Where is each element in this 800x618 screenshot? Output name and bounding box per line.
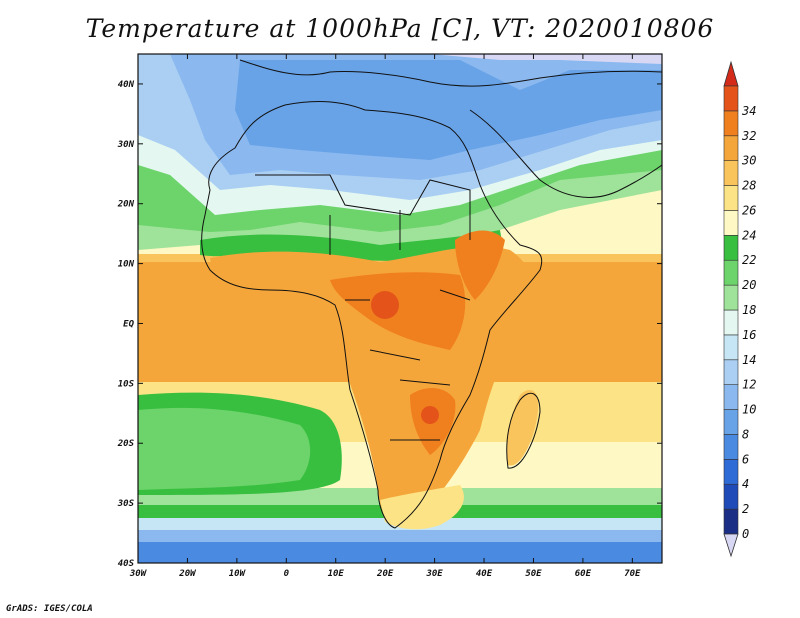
lon-tick-label: 10W xyxy=(229,569,247,579)
colorbar-swatch xyxy=(723,110,739,137)
colorbar-swatch xyxy=(723,85,739,112)
colorbar-label: 32 xyxy=(741,129,756,143)
lat-tick-label: EQ xyxy=(123,319,134,329)
colorbar-swatch xyxy=(723,135,739,161)
colorbar-swatch xyxy=(723,384,739,410)
colorbar-swatch xyxy=(723,185,739,211)
colorbar-label: 22 xyxy=(742,253,756,267)
colorbar-swatch xyxy=(723,334,739,361)
colorbar-label: 26 xyxy=(742,203,756,217)
lon-tick-label: 0 xyxy=(284,569,290,579)
map-frame xyxy=(137,53,663,564)
lon-tick-label: 30E xyxy=(425,569,443,579)
south-atlantic-cool-core xyxy=(138,407,311,490)
colorbar-min-arrow xyxy=(723,533,739,558)
lat-tick-label: 20N xyxy=(117,200,135,210)
colorbar-label: 14 xyxy=(742,353,756,367)
colorbar-swatch xyxy=(723,259,739,286)
hot-spot-zambezi xyxy=(421,406,439,424)
lon-tick-label: 20W xyxy=(178,569,197,579)
lat-tick-label: 20S xyxy=(117,439,135,449)
lat-tick-label: 30N xyxy=(117,140,135,150)
arabia-coastline xyxy=(469,109,662,198)
colorbar-label: 18 xyxy=(742,303,756,317)
colorbar-swatch xyxy=(723,210,739,236)
colorbar-label: 4 xyxy=(742,477,749,491)
colorbar-swatch xyxy=(723,434,739,460)
mediterranean-north-coast xyxy=(239,59,662,87)
lat-tick-label: 10S xyxy=(118,379,135,389)
europe-cold-zone xyxy=(430,54,662,64)
map-title: Temperature at 1000hPa [C], VT: 20200108… xyxy=(85,14,715,43)
lon-tick-label: 10E xyxy=(328,569,345,579)
lat-tick-label: 10N xyxy=(118,260,135,270)
lon-tick-label: 50E xyxy=(525,569,542,579)
madagascar-coastline xyxy=(506,392,541,469)
hot-spot-congo xyxy=(371,291,399,319)
colorbar-label: 10 xyxy=(742,403,756,417)
colorbar-swatch xyxy=(723,459,739,485)
colorbar-swatch xyxy=(723,483,739,510)
colorbar-label: 8 xyxy=(742,427,749,441)
colorbar-swatch xyxy=(723,359,739,385)
lat-tick-label: 40N xyxy=(118,80,135,90)
map-plot-area xyxy=(138,54,662,563)
lon-tick-label: 70E xyxy=(624,569,641,579)
colorbar-label: 16 xyxy=(742,328,756,342)
south-lightblue-band xyxy=(138,530,662,544)
colorbar-label: 34 xyxy=(741,104,756,118)
lon-tick-label: 20E xyxy=(376,569,394,579)
colorbar-swatch xyxy=(723,284,739,311)
lat-tick-label: 40S xyxy=(118,559,135,569)
colorbar-swatch xyxy=(723,409,739,435)
axis-ticks: 30W 20W 10W 0 10E 20E 30E 40E 50E 60E 70E 40N 30N 20N… xyxy=(117,54,662,579)
colorbar-label: 0 xyxy=(742,527,749,541)
colorbar-swatch xyxy=(723,160,739,186)
lon-tick-label: 60E xyxy=(575,569,592,579)
country-borders xyxy=(255,174,471,441)
colorbar-swatch xyxy=(723,508,739,535)
colorbar-label: 6 xyxy=(742,452,749,466)
lon-tick-label: 30W xyxy=(129,569,148,579)
colorbar-swatch xyxy=(723,235,739,261)
africa-coastline xyxy=(201,100,543,529)
colorbar-label: 30 xyxy=(741,154,756,168)
colorbar-label: 28 xyxy=(742,179,756,193)
coastline-outlines xyxy=(201,59,662,529)
colorbar-label: 2 xyxy=(742,502,749,516)
central-africa-hot-zone xyxy=(330,272,466,350)
colorbar-label: 20 xyxy=(742,278,756,292)
colorbar-label: 12 xyxy=(742,378,756,392)
south-blue-band xyxy=(138,542,662,563)
sahara-north-cold-zone xyxy=(235,60,662,160)
ethiopia-hot-zone xyxy=(455,230,505,300)
lat-tick-label: 30S xyxy=(117,499,135,509)
colorbar-label: 24 xyxy=(742,228,756,242)
colorbar-max-arrow xyxy=(723,60,739,87)
colorbar-swatch xyxy=(723,309,739,336)
lon-tick-label: 40E xyxy=(476,569,493,579)
grads-credit: GrADS: IGES/COLA xyxy=(6,604,93,614)
south-africa-cool-tip xyxy=(380,485,464,530)
